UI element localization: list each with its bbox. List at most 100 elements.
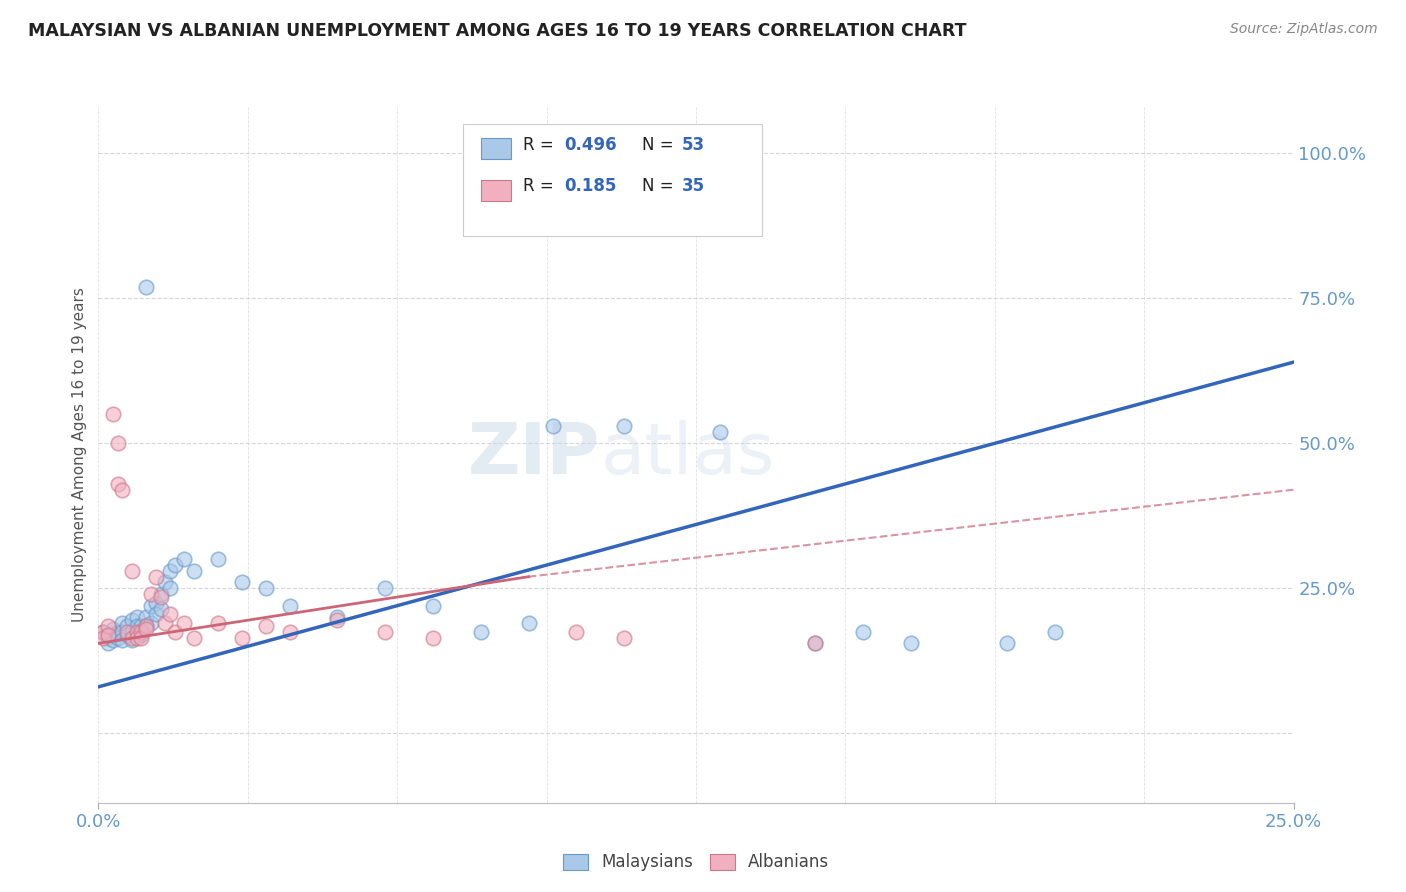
Point xyxy=(91,631,114,645)
Point xyxy=(326,610,349,624)
Point xyxy=(111,633,134,648)
Point xyxy=(565,624,588,639)
Point xyxy=(115,628,138,642)
FancyBboxPatch shape xyxy=(481,138,510,159)
Point xyxy=(115,619,138,633)
Text: N =: N = xyxy=(643,136,679,154)
Point xyxy=(613,631,636,645)
Point xyxy=(159,582,181,596)
Text: Source: ZipAtlas.com: Source: ZipAtlas.com xyxy=(1230,22,1378,37)
Point xyxy=(101,633,124,648)
Point xyxy=(804,636,827,650)
Point xyxy=(125,619,148,633)
Point xyxy=(135,622,157,636)
Point xyxy=(163,558,186,573)
Point xyxy=(278,599,301,613)
Point xyxy=(207,615,229,630)
Point xyxy=(131,619,153,633)
Point xyxy=(374,582,396,596)
Point xyxy=(97,631,120,645)
Point xyxy=(107,476,129,491)
Point xyxy=(111,615,134,630)
Point xyxy=(101,407,124,422)
Text: N =: N = xyxy=(643,177,679,194)
Point xyxy=(131,624,153,639)
Point xyxy=(852,624,875,639)
Point xyxy=(101,628,124,642)
Point xyxy=(183,564,205,578)
Point xyxy=(1043,624,1066,639)
Point xyxy=(111,483,134,497)
Text: atlas: atlas xyxy=(600,420,775,490)
Point xyxy=(149,601,172,615)
Text: 0.496: 0.496 xyxy=(565,136,617,154)
Point xyxy=(139,599,162,613)
Point xyxy=(709,425,731,439)
Point xyxy=(115,624,138,639)
Text: 0.185: 0.185 xyxy=(565,177,617,194)
Point xyxy=(149,587,172,601)
Point xyxy=(135,619,157,633)
FancyBboxPatch shape xyxy=(463,124,762,235)
Point xyxy=(145,607,167,622)
FancyBboxPatch shape xyxy=(481,180,510,201)
Point xyxy=(995,636,1018,650)
Point xyxy=(231,575,253,590)
Point xyxy=(121,633,143,648)
Point xyxy=(121,624,143,639)
Point xyxy=(422,631,444,645)
Text: MALAYSIAN VS ALBANIAN UNEMPLOYMENT AMONG AGES 16 TO 19 YEARS CORRELATION CHART: MALAYSIAN VS ALBANIAN UNEMPLOYMENT AMONG… xyxy=(28,22,966,40)
Point xyxy=(145,570,167,584)
Text: 53: 53 xyxy=(682,136,704,154)
Point xyxy=(159,564,181,578)
Point xyxy=(139,587,162,601)
Point xyxy=(107,624,129,639)
Point xyxy=(131,631,153,645)
Point xyxy=(97,619,120,633)
Point xyxy=(173,615,195,630)
Point xyxy=(155,575,177,590)
Point xyxy=(159,607,181,622)
Point xyxy=(135,280,157,294)
Point xyxy=(900,636,922,650)
Point xyxy=(231,631,253,645)
Point xyxy=(173,552,195,566)
Point xyxy=(163,624,186,639)
Point xyxy=(422,599,444,613)
Point xyxy=(254,619,277,633)
Point xyxy=(517,615,540,630)
Point xyxy=(125,610,148,624)
Point xyxy=(121,631,143,645)
Point xyxy=(125,628,148,642)
Point xyxy=(541,419,564,434)
Point xyxy=(326,613,349,627)
Point xyxy=(107,631,129,645)
Point xyxy=(107,436,129,450)
Point xyxy=(91,624,114,639)
Point xyxy=(97,636,120,650)
Point xyxy=(125,631,148,645)
Point xyxy=(145,596,167,610)
Legend: Malaysians, Albanians: Malaysians, Albanians xyxy=(557,847,835,878)
Text: R =: R = xyxy=(523,136,558,154)
Point xyxy=(470,624,492,639)
Point xyxy=(183,631,205,645)
Point xyxy=(111,624,134,639)
Text: 35: 35 xyxy=(682,177,704,194)
Point xyxy=(121,613,143,627)
Point xyxy=(101,622,124,636)
Point xyxy=(374,624,396,639)
Point xyxy=(155,615,177,630)
Point xyxy=(613,419,636,434)
Point xyxy=(131,628,153,642)
Point xyxy=(804,636,827,650)
Point xyxy=(135,619,157,633)
Point xyxy=(139,615,162,630)
Point xyxy=(97,628,120,642)
Text: R =: R = xyxy=(523,177,558,194)
Point xyxy=(135,610,157,624)
Point xyxy=(207,552,229,566)
Point xyxy=(125,624,148,639)
Text: ZIP: ZIP xyxy=(468,420,600,490)
Point xyxy=(91,624,114,639)
